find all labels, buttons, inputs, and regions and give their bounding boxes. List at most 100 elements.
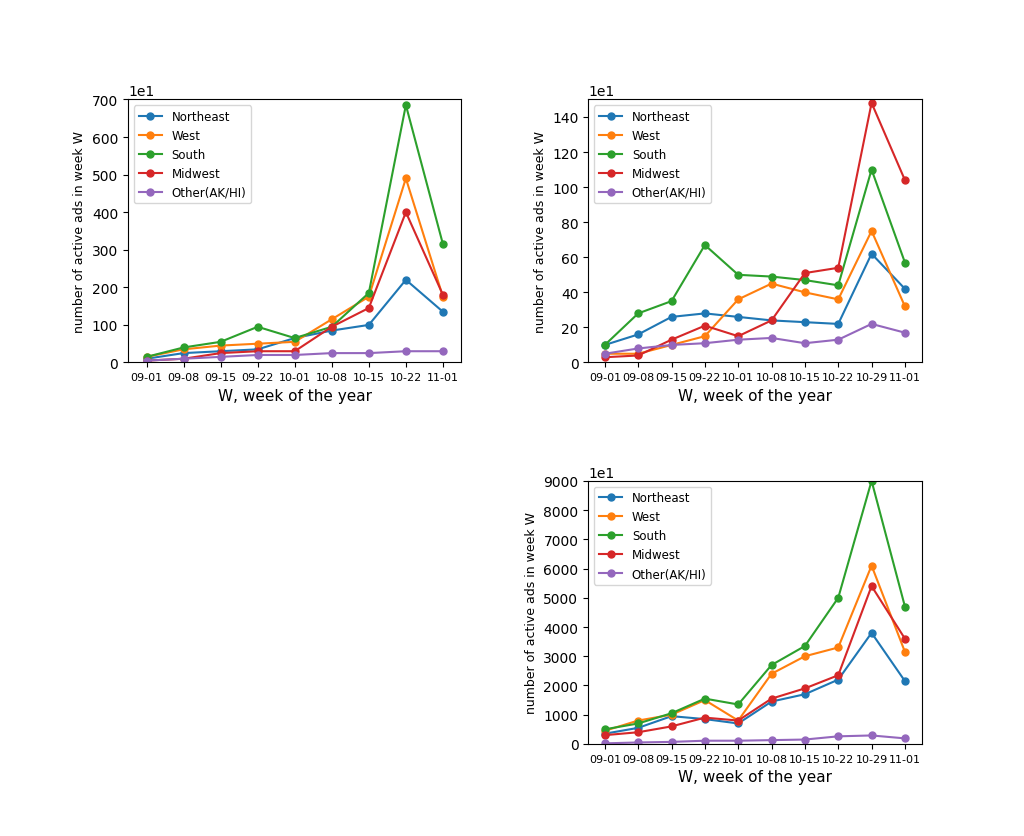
West [765, 669, 777, 679]
West [799, 651, 811, 661]
South [666, 297, 678, 307]
Line: Northeast: Northeast [143, 277, 446, 363]
South [833, 593, 845, 603]
South [865, 166, 878, 176]
South [362, 288, 375, 298]
West [437, 293, 450, 303]
West [765, 279, 777, 289]
Other(AK/HI) [326, 349, 338, 359]
Northeast [399, 276, 412, 286]
South [732, 700, 744, 710]
Line: West: West [601, 563, 908, 734]
South [599, 340, 611, 350]
West [865, 227, 878, 237]
Midwest [799, 268, 811, 278]
South [632, 719, 644, 729]
South [599, 725, 611, 735]
Northeast [765, 316, 777, 326]
Other(AK/HI) [833, 732, 845, 742]
Line: Midwest: Midwest [601, 100, 908, 361]
West [666, 710, 678, 720]
Other(AK/HI) [399, 347, 412, 357]
South [765, 660, 777, 670]
Other(AK/HI) [765, 334, 777, 344]
South [289, 334, 301, 344]
Midwest [632, 727, 644, 737]
Midwest [632, 351, 644, 361]
Other(AK/HI) [140, 356, 153, 366]
Other(AK/HI) [666, 340, 678, 350]
Northeast [698, 309, 711, 319]
Other(AK/HI) [799, 735, 811, 745]
Midwest [177, 354, 189, 364]
Other(AK/HI) [698, 339, 711, 349]
West [214, 341, 226, 351]
Northeast [140, 354, 153, 364]
Midwest [599, 353, 611, 363]
Line: Northeast: Northeast [601, 251, 908, 349]
Other(AK/HI) [599, 738, 611, 748]
West [666, 340, 678, 350]
South [214, 338, 226, 348]
Northeast [899, 676, 911, 686]
Midwest [140, 356, 153, 366]
Midwest [698, 713, 711, 723]
Line: South: South [601, 167, 908, 349]
Line: West: West [601, 228, 908, 358]
South [698, 241, 711, 251]
Line: Other(AK/HI): Other(AK/HI) [601, 732, 908, 747]
Northeast [799, 318, 811, 328]
Northeast [765, 696, 777, 706]
Line: Other(AK/HI): Other(AK/HI) [601, 321, 908, 358]
West [833, 643, 845, 653]
Other(AK/HI) [865, 731, 878, 741]
West [698, 696, 711, 706]
Northeast [865, 249, 878, 259]
West [899, 647, 911, 657]
Other(AK/HI) [177, 354, 189, 364]
West [799, 288, 811, 298]
Other(AK/HI) [632, 737, 644, 747]
Other(AK/HI) [437, 347, 450, 357]
X-axis label: W, week of the year: W, week of the year [678, 769, 831, 784]
Northeast [833, 675, 845, 685]
West [326, 315, 338, 325]
Northeast [666, 313, 678, 323]
South [732, 271, 744, 281]
West [177, 345, 189, 355]
Northeast [732, 313, 744, 323]
Line: Midwest: Midwest [601, 583, 908, 739]
Y-axis label: number of active ads in week W: number of active ads in week W [534, 130, 547, 333]
Other(AK/HI) [799, 339, 811, 349]
West [865, 561, 878, 571]
Other(AK/HI) [252, 350, 264, 360]
South [765, 273, 777, 283]
South [399, 101, 412, 111]
Northeast [632, 330, 644, 340]
Northeast [177, 349, 189, 359]
Northeast [599, 340, 611, 350]
West [599, 349, 611, 359]
South [632, 309, 644, 319]
Midwest [252, 347, 264, 357]
Midwest [833, 670, 845, 681]
West [362, 293, 375, 303]
Midwest [214, 349, 226, 359]
West [599, 726, 611, 736]
Midwest [732, 332, 744, 342]
South [865, 477, 878, 487]
South [326, 323, 338, 333]
Other(AK/HI) [698, 736, 711, 746]
Midwest [399, 208, 412, 218]
X-axis label: W, week of the year: W, week of the year [678, 388, 831, 403]
West [732, 295, 744, 305]
South [799, 641, 811, 651]
West [698, 332, 711, 342]
Midwest [732, 716, 744, 726]
Other(AK/HI) [732, 736, 744, 746]
Midwest [765, 694, 777, 704]
Northeast [599, 729, 611, 739]
Midwest [698, 321, 711, 331]
Other(AK/HI) [765, 735, 777, 745]
South [140, 353, 153, 363]
